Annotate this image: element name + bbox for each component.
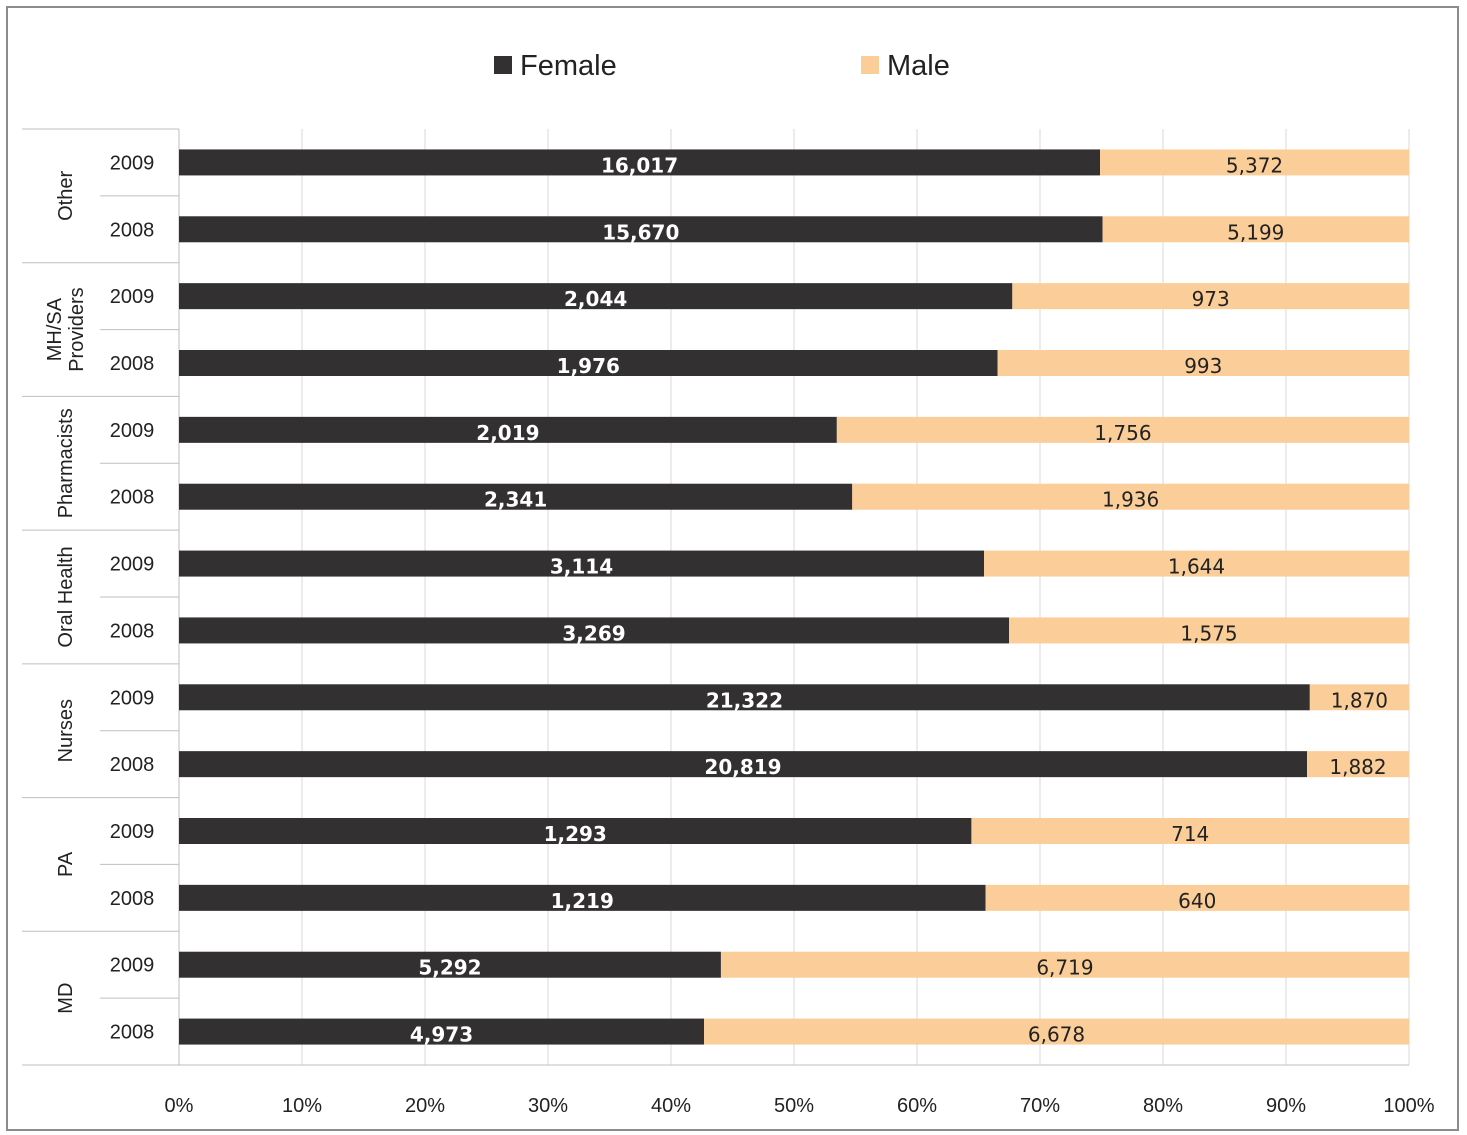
male-value-label: 5,199: [1227, 220, 1284, 244]
male-bar: [720, 951, 1409, 978]
male-bar: [1100, 149, 1409, 176]
female-bar: [179, 617, 1010, 644]
year-label: 2008: [110, 620, 155, 642]
x-tick-label: 70%: [1020, 1095, 1060, 1117]
year-label: 2009: [110, 687, 155, 709]
x-tick-label: 60%: [897, 1095, 937, 1117]
female-value-label: 20,819: [704, 755, 781, 779]
female-bar: [179, 350, 998, 376]
year-label: 2009: [110, 821, 155, 843]
female-value-label: 2,019: [476, 421, 539, 445]
year-label: 2008: [110, 888, 155, 910]
year-label: 2008: [110, 353, 155, 375]
male-value-label: 6,719: [1036, 956, 1093, 980]
male-bar: [704, 1018, 1409, 1045]
female-value-label: 3,269: [562, 621, 625, 645]
female-bar: [179, 951, 721, 978]
female-bar: [179, 216, 1103, 243]
female-bar: [179, 149, 1101, 176]
legend-swatch-male: [861, 56, 879, 74]
female-bar: [179, 684, 1310, 711]
female-bar: [179, 1018, 705, 1045]
male-bar: [1307, 751, 1409, 778]
female-value-label: 4,973: [410, 1023, 473, 1047]
legend-swatch-female: [494, 56, 512, 74]
female-bar: [179, 483, 853, 510]
female-bar: [179, 751, 1308, 778]
year-label: 2008: [110, 487, 155, 509]
male-bar: [985, 884, 1409, 911]
group-label: MH/SA: [44, 297, 66, 361]
year-label: 2008: [110, 1022, 155, 1044]
x-tick-label: 30%: [528, 1095, 568, 1117]
male-value-label: 973: [1192, 287, 1230, 311]
female-value-label: 5,292: [418, 956, 481, 980]
group-label: Oral Health: [55, 546, 77, 647]
year-label: 2009: [110, 955, 155, 977]
year-label: 2008: [110, 754, 155, 776]
male-bar: [1102, 216, 1409, 243]
legend-label-female: Female: [520, 50, 617, 82]
female-value-label: 21,322: [706, 688, 783, 712]
female-bar: [179, 884, 986, 911]
female-value-label: 1,293: [544, 822, 607, 846]
year-label: 2009: [110, 420, 155, 442]
female-value-label: 3,114: [550, 555, 613, 579]
male-bar: [852, 483, 1409, 510]
x-tick-label: 0%: [165, 1095, 194, 1117]
female-bar: [179, 283, 1013, 310]
male-value-label: 714: [1171, 822, 1209, 846]
male-value-label: 640: [1178, 889, 1216, 913]
male-bar: [1309, 684, 1409, 711]
male-bar: [997, 350, 1409, 376]
group-label: Providers: [66, 287, 88, 371]
group-label: Other: [55, 171, 77, 221]
male-value-label: 1,756: [1094, 421, 1151, 445]
female-value-label: 1,976: [557, 354, 620, 378]
female-value-label: 16,017: [601, 153, 678, 177]
year-label: 2009: [110, 554, 155, 576]
female-bar: [179, 550, 985, 577]
female-value-label: 2,341: [484, 488, 547, 512]
male-value-label: 993: [1184, 354, 1222, 378]
female-value-label: 2,044: [564, 287, 627, 311]
year-label: 2009: [110, 286, 155, 308]
male-bar: [836, 416, 1409, 443]
year-label: 2008: [110, 219, 155, 241]
legend-label-male: Male: [887, 50, 950, 82]
x-tick-label: 50%: [774, 1095, 814, 1117]
male-value-label: 5,372: [1226, 153, 1283, 177]
legend: Female Male: [494, 50, 950, 82]
x-tick-label: 10%: [282, 1095, 322, 1117]
x-axis-tick-labels: 0% 10% 20% 30% 40% 50% 60% 70% 80% 90% 100%: [165, 1095, 1435, 1117]
female-value-label: 15,670: [602, 220, 679, 244]
gridlines: [178, 129, 1410, 1065]
male-value-label: 1,644: [1168, 555, 1225, 579]
female-value-label: 1,219: [551, 889, 614, 913]
bars: 16,017 5,372 15,670 5,199 2,044 973 1,976 993 2,…: [179, 149, 1409, 1047]
x-tick-label: 100%: [1383, 1095, 1434, 1117]
x-tick-label: 80%: [1143, 1095, 1183, 1117]
male-value-label: 1,936: [1102, 488, 1159, 512]
group-label: Nurses: [55, 699, 77, 762]
category-axis: Other 2009 2008 MH/SA Providers 2009 2008 Pharm…: [22, 128, 1409, 1066]
x-tick-label: 40%: [651, 1095, 691, 1117]
male-bar: [1009, 617, 1409, 644]
male-bar: [984, 550, 1409, 577]
group-label: Pharmacists: [55, 408, 77, 518]
female-bar: [179, 818, 972, 844]
x-tick-label: 20%: [405, 1095, 445, 1117]
x-tick-label: 90%: [1266, 1095, 1306, 1117]
male-value-label: 1,882: [1329, 755, 1386, 779]
year-label: 2009: [110, 152, 155, 174]
male-bar: [971, 818, 1409, 844]
group-label: PA: [55, 851, 77, 877]
male-bar: [1012, 283, 1409, 310]
male-value-label: 6,678: [1028, 1023, 1085, 1047]
male-value-label: 1,870: [1331, 688, 1388, 712]
male-value-label: 1,575: [1180, 621, 1237, 645]
female-bar: [179, 416, 837, 443]
group-label: MD: [55, 983, 77, 1014]
